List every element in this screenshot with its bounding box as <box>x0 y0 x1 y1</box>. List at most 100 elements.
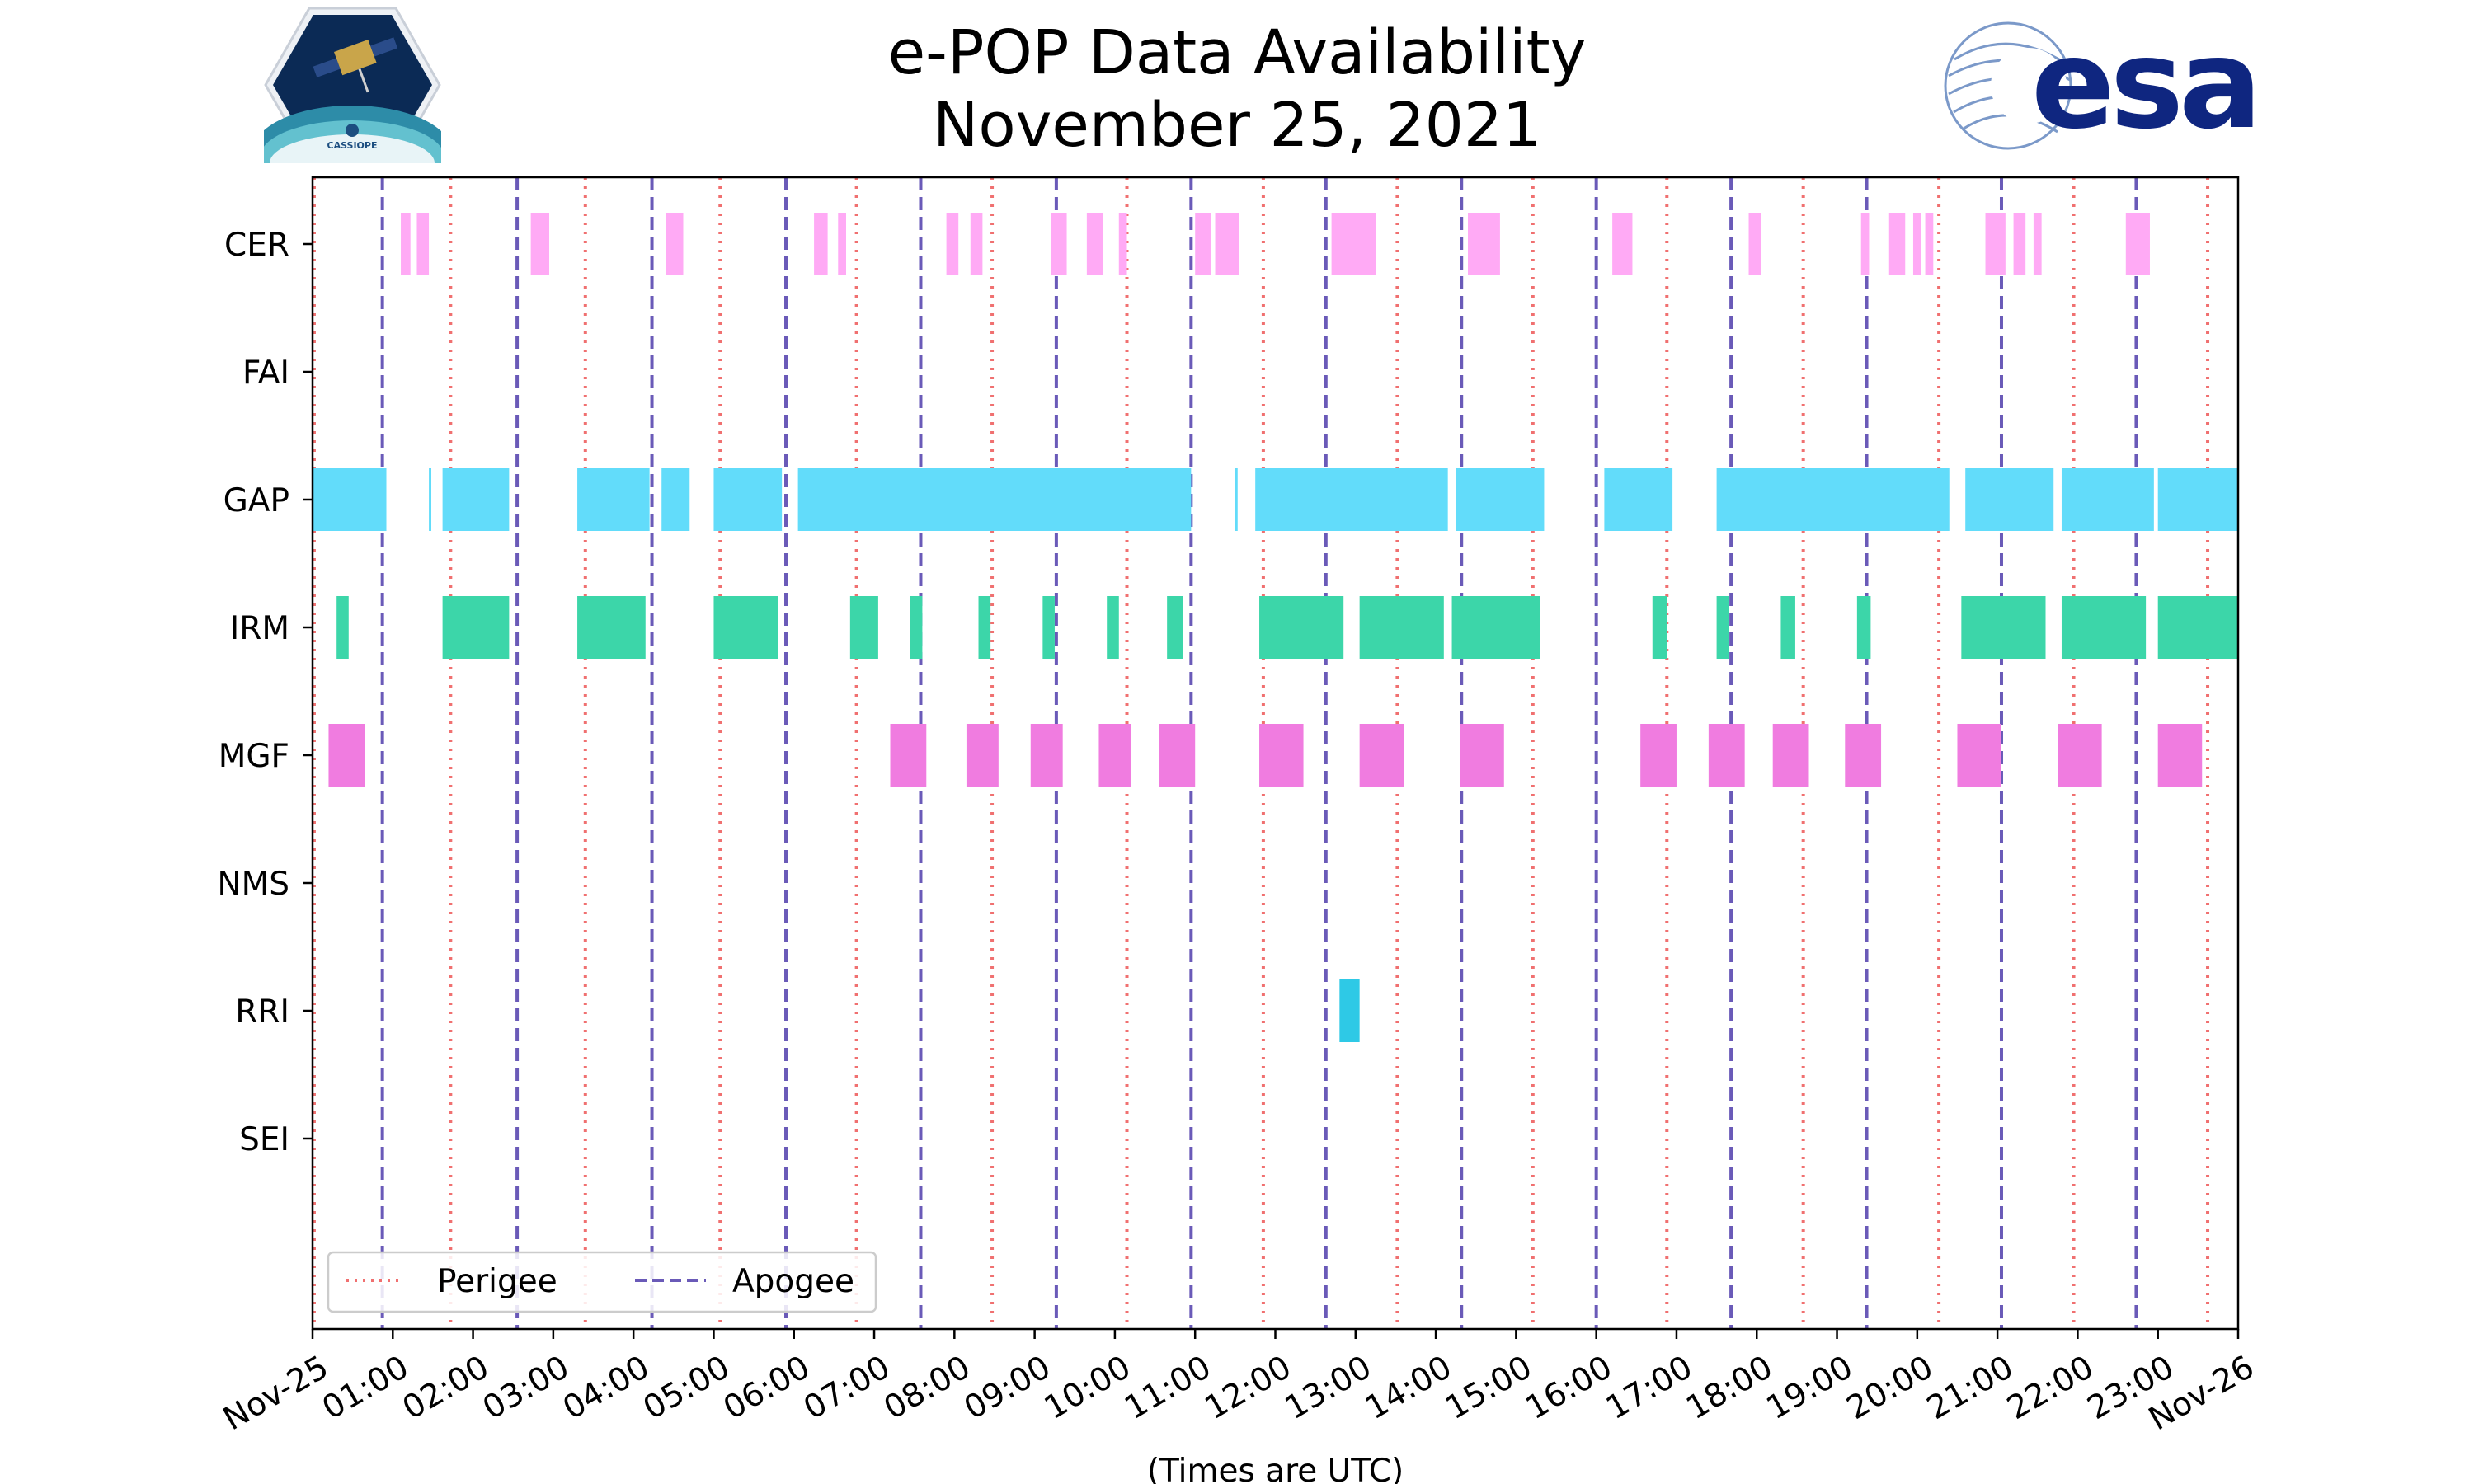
y-tick-label: FAI <box>242 355 289 392</box>
x-tick-label: 05:00 <box>637 1349 736 1427</box>
legend: Perigee Apogee <box>327 1251 877 1313</box>
esa-logo-text: esa <box>2031 18 2257 154</box>
data-bar-cer <box>2033 213 2042 275</box>
y-tick-label: IRM <box>230 610 289 647</box>
data-bar-gap <box>1604 468 1673 531</box>
data-bar-mgf <box>1460 724 1504 787</box>
data-bar-irm <box>713 596 778 659</box>
data-bar-irm <box>978 596 991 659</box>
data-bar-cer <box>1612 213 1633 275</box>
data-bar-cer <box>1888 213 1906 275</box>
data-bar-cer <box>814 213 828 275</box>
x-tick-label: 07:00 <box>797 1349 896 1427</box>
x-tick-label: 02:00 <box>397 1349 496 1427</box>
legend-box <box>327 1251 877 1313</box>
data-bar-mgf <box>1098 724 1131 787</box>
data-bar-mgf <box>1259 724 1304 787</box>
data-bar-cer <box>838 213 846 275</box>
x-tick-label: 03:00 <box>477 1349 576 1427</box>
data-bar-mgf <box>1030 724 1063 787</box>
data-bar-gap <box>429 468 431 531</box>
data-bar-gap <box>1255 468 1448 531</box>
data-bar-mgf <box>2157 724 2203 787</box>
data-bar-irm <box>1107 596 1119 659</box>
data-bar-mgf <box>1159 724 1196 787</box>
data-bar-mgf <box>328 724 365 787</box>
data-bar-irm <box>1167 596 1183 659</box>
data-bar-cer <box>1748 213 1761 275</box>
data-bar-mgf <box>1772 724 1809 787</box>
data-bar-irm <box>849 596 878 659</box>
data-bar-irm <box>2061 596 2147 659</box>
data-bar-irm <box>1856 596 1871 659</box>
x-tick-label: 04:00 <box>557 1349 656 1427</box>
cassiope-logo: CASSIOPE <box>264 7 441 163</box>
x-tick-label: 21:00 <box>1921 1349 2020 1427</box>
data-bar-mgf <box>1845 724 1882 787</box>
cassiope-logo-text: CASSIOPE <box>327 140 378 151</box>
data-bar-gap <box>1965 468 2054 531</box>
x-tick-label: 22:00 <box>2001 1349 2100 1427</box>
data-bar-cer <box>946 213 959 275</box>
y-tick-label: RRI <box>235 993 289 1031</box>
data-bar-mgf <box>890 724 927 787</box>
data-bar-mgf <box>1708 724 1745 787</box>
data-bar-cer <box>1912 213 1921 275</box>
data-bar-gap <box>2061 468 2154 531</box>
data-bar-irm <box>1042 596 1055 659</box>
x-tick-label: 01:00 <box>316 1349 415 1427</box>
data-bar-cer <box>1985 213 2006 275</box>
data-bar-mgf <box>1957 724 2001 787</box>
data-bar-mgf <box>1640 724 1677 787</box>
data-bar-cer <box>401 213 411 275</box>
data-bar-irm <box>1716 596 1729 659</box>
y-tick-label: MGF <box>219 738 289 775</box>
x-tick-label: Nov-25 <box>217 1349 335 1438</box>
y-tick-label: GAP <box>223 482 289 519</box>
data-bar-gap <box>1235 468 1238 531</box>
data-bar-irm <box>910 596 923 659</box>
data-bar-gap <box>661 468 690 531</box>
data-bar-irm <box>442 596 510 659</box>
y-tick-label: CER <box>224 227 289 264</box>
data-bar-irm <box>1961 596 2046 659</box>
x-tick-label: 06:00 <box>717 1349 816 1427</box>
data-bar-irm <box>1780 596 1795 659</box>
x-tick-label: 10:00 <box>1038 1349 1137 1427</box>
data-bar-cer <box>1118 213 1127 275</box>
x-tick-label: 12:00 <box>1199 1349 1298 1427</box>
data-bar-mgf <box>1359 724 1404 787</box>
data-bar-irm <box>1359 596 1444 659</box>
x-tick-label: 11:00 <box>1118 1349 1217 1427</box>
data-bar-cer <box>1195 213 1211 275</box>
data-bar-irm <box>1451 596 1540 659</box>
data-bar-cer <box>1051 213 1067 275</box>
data-bar-cer <box>530 213 550 275</box>
x-tick-label: 16:00 <box>1520 1349 1619 1427</box>
x-tick-label: 18:00 <box>1680 1349 1779 1427</box>
x-tick-label: 13:00 <box>1279 1349 1378 1427</box>
data-bar-gap <box>577 468 650 531</box>
y-tick-label: NMS <box>217 866 289 903</box>
data-bar-cer <box>1468 213 1500 275</box>
data-bar-irm <box>1259 596 1344 659</box>
chart-title-line-2: November 25, 2021 <box>932 90 1541 161</box>
chart-title-line-1: e-POP Data Availability <box>887 17 1587 88</box>
data-bar-rri <box>1339 979 1360 1042</box>
data-bar-cer <box>1860 213 1870 275</box>
data-bar-irm <box>1652 596 1667 659</box>
x-tick-label: 08:00 <box>877 1349 976 1427</box>
x-axis-label: (Times are UTC) <box>1147 1453 1404 1484</box>
data-bar-cer <box>2125 213 2150 275</box>
x-tick-label: 19:00 <box>1761 1349 1860 1427</box>
chart-title: e-POP Data Availability November 25, 202… <box>0 16 2474 162</box>
data-bar-cer <box>1925 213 1934 275</box>
y-tick-label: SEI <box>239 1121 289 1158</box>
data-bar-cer <box>1215 213 1239 275</box>
data-bar-irm <box>577 596 646 659</box>
data-bar-cer <box>2013 213 2026 275</box>
data-bar-irm <box>2157 596 2238 659</box>
data-bar-gap <box>1716 468 1950 531</box>
data-bar-cer <box>1086 213 1103 275</box>
